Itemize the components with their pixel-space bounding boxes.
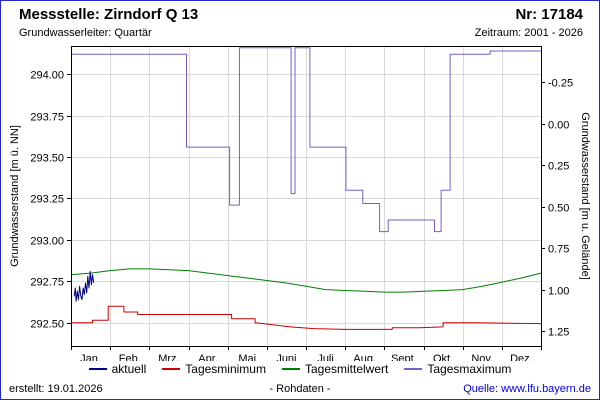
month-tick-label: Jan. (80, 353, 101, 361)
left-tick-label: 293.75 (30, 112, 64, 124)
right-tick-label: 0.25 (548, 161, 569, 173)
chart-legend: aktuell Tagesminimum Tagesmittelwert Tagesm… (1, 362, 599, 376)
created-date-label: erstellt: 19.01.2026 (9, 383, 103, 395)
left-tick-label: 292.50 (30, 319, 64, 331)
month-tick-label: Mai (238, 353, 256, 361)
legend-line-marker (162, 368, 181, 370)
right-tick-label: -0.25 (548, 78, 573, 90)
right-tick-label: 0.50 (548, 203, 569, 215)
legend-item-tagesmittelwert: Tagesmittelwert (281, 362, 389, 376)
left-axis-title: Grundwasserstand [m ü. NN] (9, 125, 21, 267)
left-tick-label: 293.25 (30, 194, 64, 206)
groundwater-chart: 292.50 292.75 293.00 293.25 293.50 293.75 294.… (9, 46, 591, 362)
legend-label: aktuell (111, 362, 147, 376)
month-tick-label: Sept. (391, 353, 417, 361)
axis-ticks (67, 74, 545, 350)
right-tick-label: 0.00 (548, 120, 569, 132)
source-link[interactable]: Quelle: www.lfu.bayern.de (463, 383, 591, 395)
legend-label: Tagesmaximum (427, 362, 512, 376)
raw-data-label: - Rohdaten - (269, 383, 331, 395)
right-tick-label: 1.00 (548, 286, 569, 298)
series-tagesmittelwert-line (70, 268, 542, 293)
month-tick-label: Juni (276, 353, 296, 361)
month-tick-label: Juli (317, 353, 334, 361)
station-title: Messstelle: Zirndorf Q 13 (19, 6, 199, 23)
gridlines (71, 46, 541, 346)
month-tick-label: Apr. (198, 353, 218, 361)
station-number: Nr: 17184 (515, 6, 583, 23)
month-tick-label: Feb. (119, 353, 141, 361)
legend-item-tagesmaximum: Tagesmaximum (404, 362, 511, 376)
series-tagesminimum-line (71, 305, 542, 330)
right-tick-label: 0.75 (548, 244, 569, 256)
series-tagesmaximum-line (71, 47, 541, 233)
series-lines (70, 47, 542, 330)
axis-tick-labels: 292.50 292.75 293.00 293.25 293.50 293.75 294.… (30, 70, 573, 362)
right-axis-title: Grundwasserstand [m u. Gelände] (579, 112, 591, 280)
month-tick-label: Mrz. (158, 353, 179, 361)
legend-line-marker (281, 368, 300, 370)
left-tick-label: 293.50 (30, 153, 64, 165)
legend-line-marker (404, 368, 423, 370)
left-tick-label: 293.00 (30, 236, 64, 248)
legend-label: Tagesmittelwert (304, 362, 389, 376)
legend-item-aktuell: aktuell (88, 362, 147, 376)
month-tick-label: Nov. (471, 353, 493, 361)
series-aktuell-line (73, 270, 95, 302)
left-tick-label: 292.75 (30, 277, 64, 289)
right-tick-label: 1.25 (548, 327, 569, 339)
month-tick-label: Dez. (510, 353, 533, 361)
period-label: Zeitraum: 2001 - 2026 (474, 27, 583, 39)
aquifer-subtitle: Grundwasserleiter: Quartär (19, 27, 152, 39)
axis-titles: Grundwasserstand [m ü. NN] Grundwassersta… (9, 112, 591, 280)
legend-line-marker (88, 368, 107, 370)
legend-label: Tagesminimum (185, 362, 266, 376)
legend-item-tagesminimum: Tagesminimum (162, 362, 266, 376)
month-tick-label: Okt. (433, 353, 453, 361)
month-tick-label: Aug. (353, 353, 376, 361)
left-tick-label: 294.00 (30, 70, 64, 82)
